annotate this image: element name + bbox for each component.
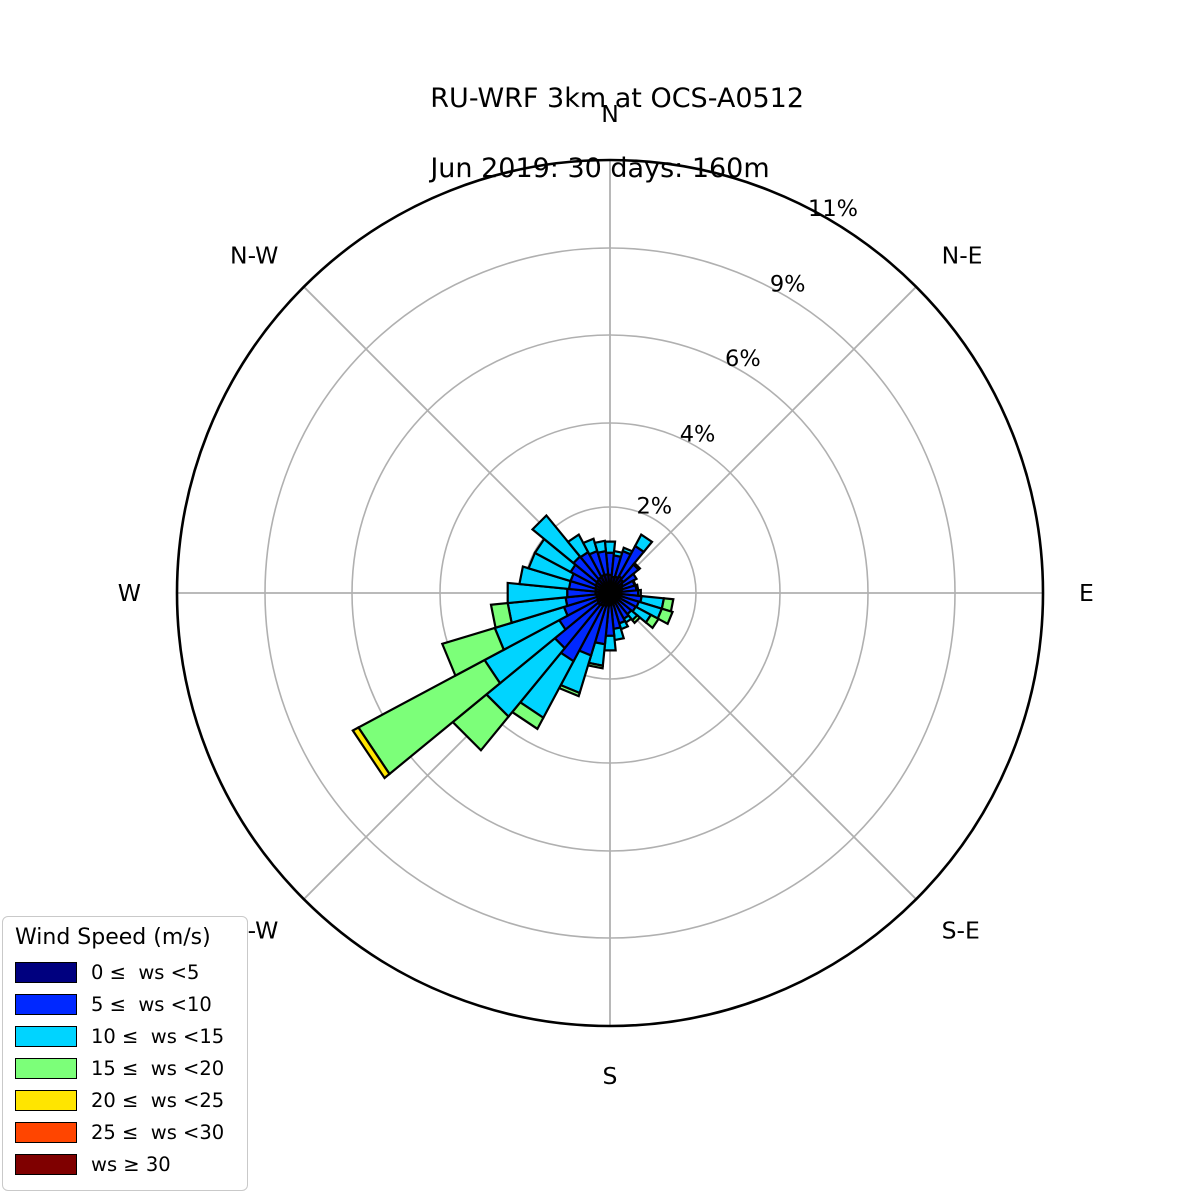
polar-outer-circle (175, 158, 1045, 1028)
legend-item[interactable]: 25 ≤ ws <30 (15, 1116, 237, 1148)
wind-rose-sector (644, 613, 661, 630)
compass-label-S-E: S-E (942, 917, 980, 945)
wind-rose-sector (656, 607, 675, 626)
polar-grid (177, 160, 1043, 1026)
legend: Wind Speed (m/s) 0 ≤ ws <5 5 ≤ ws <10 10 ≤… (2, 916, 248, 1191)
legend-label: ws ≥ 30 (91, 1152, 171, 1176)
compass-label-W: W (118, 579, 141, 607)
radial-tick-label: 6% (725, 346, 761, 372)
compass-label-N-W: N-W (230, 241, 278, 269)
chart-title: RU-WRF 3km at OCS-A0512 Jun 2019: 30 day… (0, 46, 1200, 256)
compass-label-E: E (1079, 579, 1094, 607)
grid-spoke (609, 592, 917, 900)
legend-item[interactable]: 20 ≤ ws <25 (15, 1084, 237, 1116)
legend-title: Wind Speed (m/s) (15, 925, 211, 950)
wind-rose-sector (593, 539, 608, 554)
wind-rose-sector (440, 626, 506, 678)
legend-label: 20 ≤ ws <25 (91, 1088, 225, 1112)
compass-label-S: S (603, 1062, 618, 1090)
wind-rose-sector (530, 513, 582, 565)
radial-tick-label: 2% (636, 493, 672, 519)
legend-label: 25 ≤ ws <30 (91, 1120, 225, 1144)
wind-rose-bars (351, 513, 675, 780)
legend-item[interactable]: 0 ≤ ws <5 (15, 956, 237, 988)
legend-swatch-icon (15, 1057, 77, 1079)
legend-rows: 0 ≤ ws <5 5 ≤ ws <10 10 ≤ ws <15 15 ≤ ws <2… (15, 956, 237, 1180)
chart-title-line1: RU-WRF 3km at OCS-A0512 (430, 83, 805, 114)
wind-rose-sector (489, 601, 513, 630)
wind-rose-sector (518, 565, 572, 591)
legend-label: 0 ≤ ws <5 (91, 960, 200, 984)
radial-tick-label: 9% (770, 271, 806, 297)
radial-tick-label: 11% (808, 196, 858, 222)
legend-label: 10 ≤ ws <15 (91, 1024, 225, 1048)
legend-swatch-icon (15, 1025, 77, 1047)
compass-label-N: N (601, 100, 619, 128)
legend-item[interactable]: ws ≥ 30 (15, 1148, 237, 1180)
grid-spoke (609, 286, 917, 594)
legend-item[interactable]: 5 ≤ ws <10 (15, 988, 237, 1020)
legend-label: 5 ≤ ws <10 (91, 992, 212, 1016)
wind-rose-sector (351, 726, 391, 780)
legend-swatch-icon (15, 1121, 77, 1143)
legend-swatch-icon (15, 1089, 77, 1111)
radial-tick-labels: 2% 4% 6% 9% 11% (636, 196, 858, 519)
compass-label-N-E: N-E (942, 241, 983, 269)
legend-swatch-icon (15, 961, 77, 983)
outer-circle (175, 158, 1045, 1028)
legend-item[interactable]: 15 ≤ ws <20 (15, 1052, 237, 1084)
legend-swatch-icon (15, 993, 77, 1015)
legend-item[interactable]: 10 ≤ ws <15 (15, 1020, 237, 1052)
legend-label: 15 ≤ ws <20 (91, 1056, 225, 1080)
wind-rose-sector (631, 561, 642, 572)
radial-tick-label: 4% (680, 421, 716, 447)
wind-rose-sector (630, 613, 642, 625)
wind-rose-sector (633, 533, 654, 554)
wind-rose-sector (566, 533, 590, 559)
legend-swatch-icon (15, 1153, 77, 1175)
